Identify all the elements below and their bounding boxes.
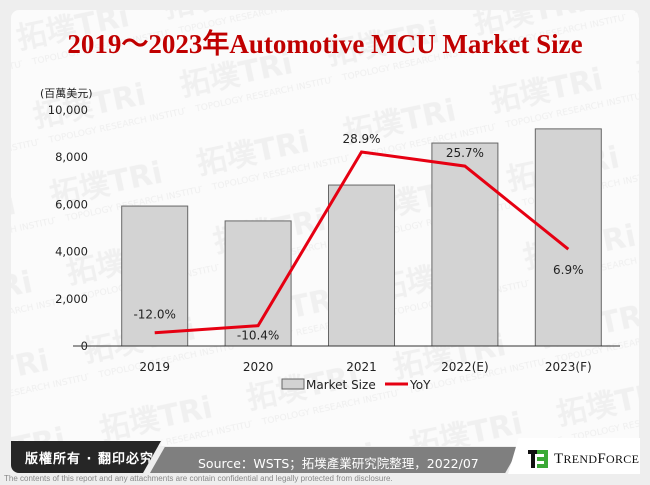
x-tick-label: 2019 xyxy=(139,360,170,374)
trendforce-logo: TRENDFORCE xyxy=(508,438,640,474)
x-tick-label: 2023(F) xyxy=(545,360,592,374)
logo-text: TRENDFORCE xyxy=(554,451,640,467)
trendforce-logo-icon xyxy=(528,450,548,468)
source-banner: Source：WSTS；拓墣產業研究院整理，2022/07 xyxy=(150,447,520,473)
legend-label-market-size: Market Size xyxy=(306,378,376,392)
x-tick-label: 2022(E) xyxy=(441,360,488,374)
yoy-data-label: 25.7% xyxy=(446,146,484,160)
legend-swatch-bar xyxy=(281,378,305,390)
bar-market-size xyxy=(328,184,395,347)
y-tick-label: 10,000 xyxy=(48,103,88,117)
y-axis-label: (百萬美元) xyxy=(40,87,93,100)
bar-market-size xyxy=(431,142,499,347)
yoy-data-label: -10.4% xyxy=(237,329,279,343)
y-tick-label: 2,000 xyxy=(55,292,88,306)
yoy-data-label: -12.0% xyxy=(133,308,175,322)
disclaimer: The contents of this report and any atta… xyxy=(4,474,393,483)
y-tick-label: 6,000 xyxy=(55,197,88,211)
x-tick-label: 2020 xyxy=(243,360,274,374)
copyright-text: 版權所有 · 翻印必究 xyxy=(25,452,154,467)
y-tick-label: 8,000 xyxy=(55,150,88,164)
y-tick-label: 4,000 xyxy=(55,245,88,259)
yoy-line xyxy=(154,150,570,335)
legend-label-yoy: YoY xyxy=(409,378,431,392)
yoy-data-label: 6.9% xyxy=(553,263,584,277)
bar-market-size xyxy=(534,128,602,347)
source-text: Source：WSTS；拓墣產業研究院整理，2022/07 xyxy=(198,456,479,471)
chart-title: 2019～2023年Automotive MCU Market Size xyxy=(67,29,583,59)
x-tick-label: 2021 xyxy=(346,360,377,374)
copyright-banner: 版權所有 · 翻印必究 xyxy=(11,441,161,473)
bar-market-size xyxy=(121,205,189,347)
yoy-data-label: 28.9% xyxy=(342,132,380,146)
